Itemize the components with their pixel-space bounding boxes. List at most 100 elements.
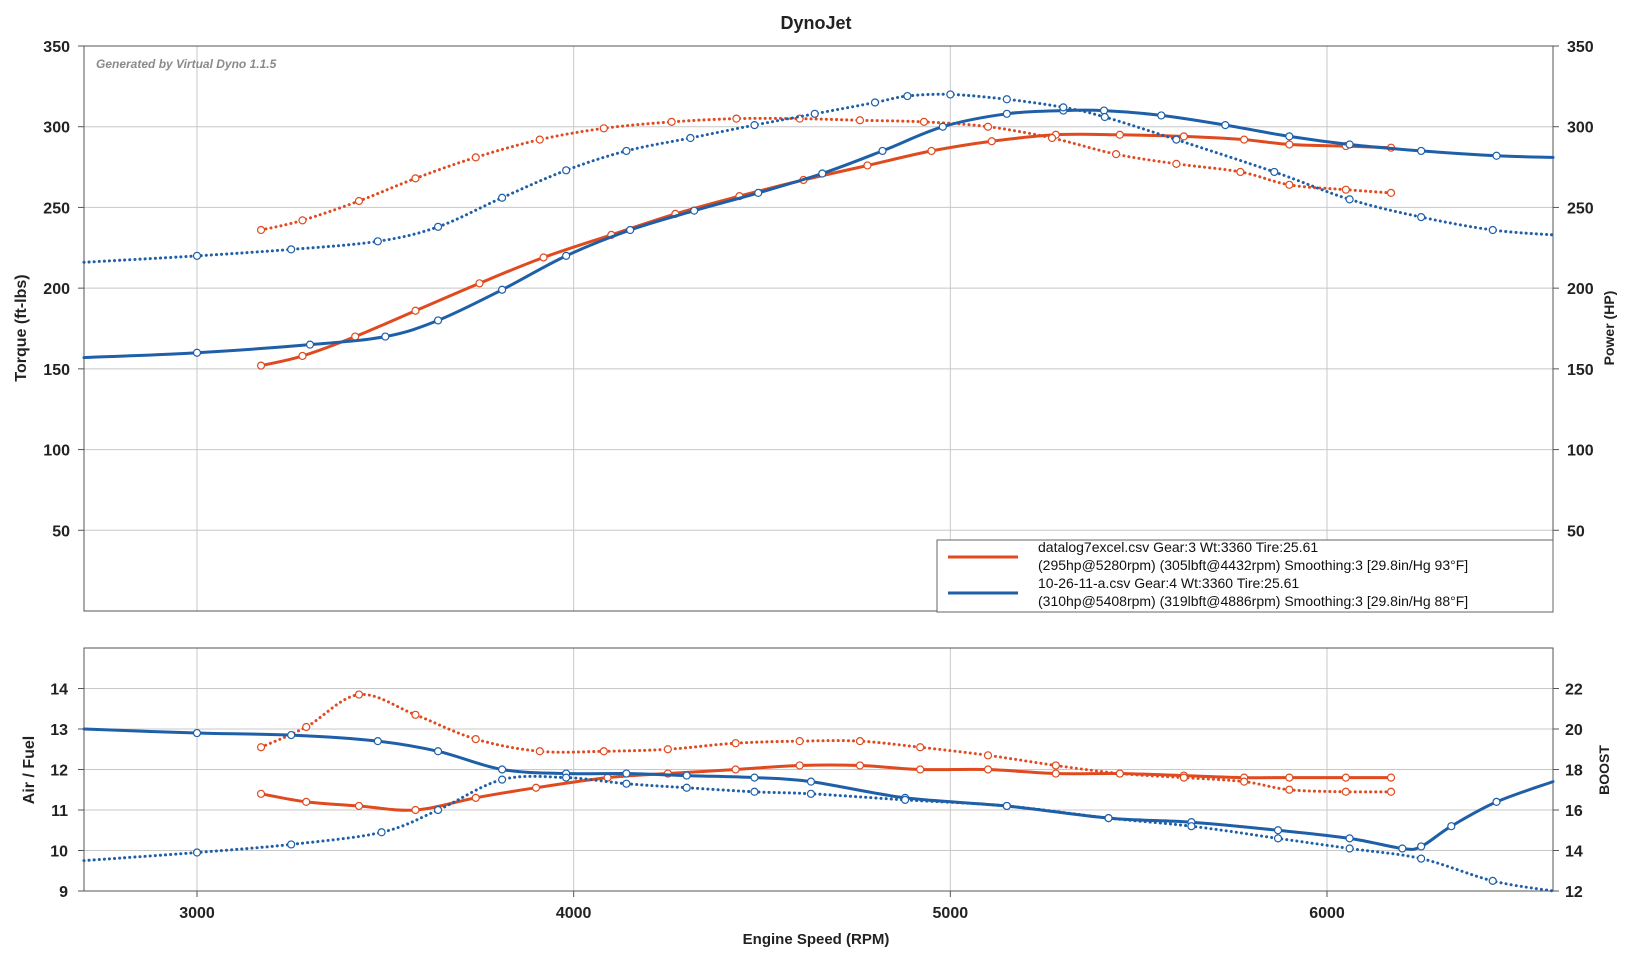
torque-axis-label: Torque (ft-lbs) (13, 274, 30, 381)
run2-air_fuel-point (1492, 797, 1501, 807)
run2-torque-point (870, 98, 880, 107)
run2-air_fuel-point (1447, 822, 1456, 831)
legend-run1-line2: (295hp@5280rpm) (305lbft@4432rpm) Smooth… (1038, 557, 1468, 573)
run2-power-point (1002, 109, 1011, 118)
run2-air_fuel-point (192, 728, 202, 738)
run1-torque-line (259, 116, 1393, 232)
run2-boost-series (82, 773, 1555, 893)
boost-tick-label: 20 (1565, 722, 1583, 739)
power-tick-label: 150 (1567, 362, 1594, 379)
torque-tick-label: 250 (43, 200, 70, 217)
run2-boost-point (287, 840, 296, 849)
run2-power-point (305, 340, 315, 349)
run1-air_fuel-point (603, 773, 612, 782)
power-tick-label: 350 (1567, 39, 1594, 56)
bottom-chart-grid (84, 648, 1553, 892)
run1-air_fuel-point (256, 789, 266, 798)
run1-boost-point (302, 722, 311, 732)
run1-torque-point (983, 122, 993, 131)
run2-torque-point (433, 222, 443, 231)
run1-power-point (1240, 135, 1249, 144)
torque-tick-label: 300 (43, 120, 70, 137)
run1-air_fuel-point (1341, 773, 1350, 782)
boost-axis-label: BOOST (1596, 745, 1612, 795)
run1-boost-point (1285, 785, 1294, 794)
run2-air_fuel-point (1345, 834, 1354, 843)
run2-power-point (498, 285, 507, 294)
run1-boost-point (1115, 769, 1124, 778)
run2-air_fuel-point (806, 777, 816, 786)
run2-air_fuel-point (750, 773, 759, 782)
run1-boost-point (354, 690, 364, 699)
run1-power-point (987, 137, 996, 146)
run2-boost-line (82, 774, 1555, 893)
run1-power-point (298, 351, 307, 361)
rpm-tick-label: 4000 (556, 905, 592, 922)
power-tick-label: 200 (1567, 281, 1594, 298)
run2-torque-point (1172, 135, 1181, 144)
engine-speed-axis-label: Engine Speed (RPM) (743, 931, 890, 948)
run2-torque-point (192, 251, 202, 260)
top-series-group (82, 90, 1555, 370)
run2-torque-series (82, 90, 1555, 264)
run2-air_fuel-point (622, 769, 631, 778)
air-fuel-tick-label: 9 (59, 884, 68, 901)
run2-boost-point (806, 789, 816, 798)
run2-boost-point (562, 773, 571, 782)
boost-tick-label: 16 (1565, 803, 1583, 820)
run2-torque-point (1059, 103, 1068, 112)
air-fuel-axis-label: Air / Fuel (21, 736, 38, 804)
run2-air_fuel-point (1417, 842, 1426, 851)
power-tick-label: 250 (1567, 200, 1594, 217)
run2-boost-point (901, 795, 910, 804)
air-fuel-tick-label: 10 (50, 844, 68, 861)
run2-torque-point (686, 133, 695, 143)
air-fuel-tick-label: 13 (50, 722, 68, 739)
run2-boost-point (498, 775, 507, 784)
run2-torque-point (1002, 95, 1011, 104)
run1-torque-point (354, 196, 364, 206)
run2-boost-point (1345, 844, 1354, 853)
run2-torque-point (622, 146, 631, 156)
run1-air_fuel-point (1051, 769, 1060, 778)
run1-torque-point (471, 153, 480, 162)
run2-boost-point (750, 787, 759, 796)
run2-air_fuel-point (433, 747, 443, 756)
run1-power-point (539, 253, 548, 262)
run1-boost-point (599, 747, 608, 756)
run1-air_fuel-point (855, 761, 865, 770)
torque-tick-label: 150 (43, 362, 70, 379)
run1-boost-point (983, 751, 993, 760)
run1-boost-point (731, 739, 740, 748)
run1-torque-point (1172, 159, 1181, 168)
run1-air_fuel-point (1285, 773, 1294, 782)
rpm-tick-label: 6000 (1309, 905, 1345, 922)
run1-power-point (475, 279, 484, 288)
run2-power-point (381, 332, 390, 341)
legend-run1-line1: datalog7excel.csv Gear:3 Wt:3360 Tire:25… (1038, 539, 1318, 555)
run1-air_fuel-point (1386, 773, 1396, 782)
run1-torque-point (919, 117, 929, 126)
run2-air_fuel-series (82, 727, 1555, 853)
run1-air_fuel-point (531, 783, 541, 792)
run1-air_fuel-point (411, 805, 420, 815)
run2-boost-point (1488, 876, 1497, 885)
run2-air_fuel-point (682, 771, 691, 780)
legend-box (936, 539, 1554, 613)
watermark-text: Generated by Virtual Dyno 1.1.5 (96, 57, 277, 71)
power-tick-label: 300 (1567, 120, 1594, 137)
run1-power-point (927, 146, 936, 156)
run2-torque-point (1488, 225, 1497, 235)
run2-boost-point (377, 828, 386, 837)
chart-title: DynoJet (780, 13, 851, 33)
run2-boost-point (682, 783, 691, 792)
boost-tick-label: 14 (1565, 844, 1583, 861)
run2-power-point (1345, 140, 1354, 149)
run1-torque-point (256, 225, 266, 235)
run1-power-point (1115, 130, 1124, 139)
torque-tick-label: 100 (43, 443, 70, 460)
boost-tick-label: 22 (1565, 682, 1583, 699)
rpm-tick-label: 5000 (933, 905, 969, 922)
run1-boost-point (663, 745, 672, 754)
run1-torque-point (667, 117, 676, 126)
